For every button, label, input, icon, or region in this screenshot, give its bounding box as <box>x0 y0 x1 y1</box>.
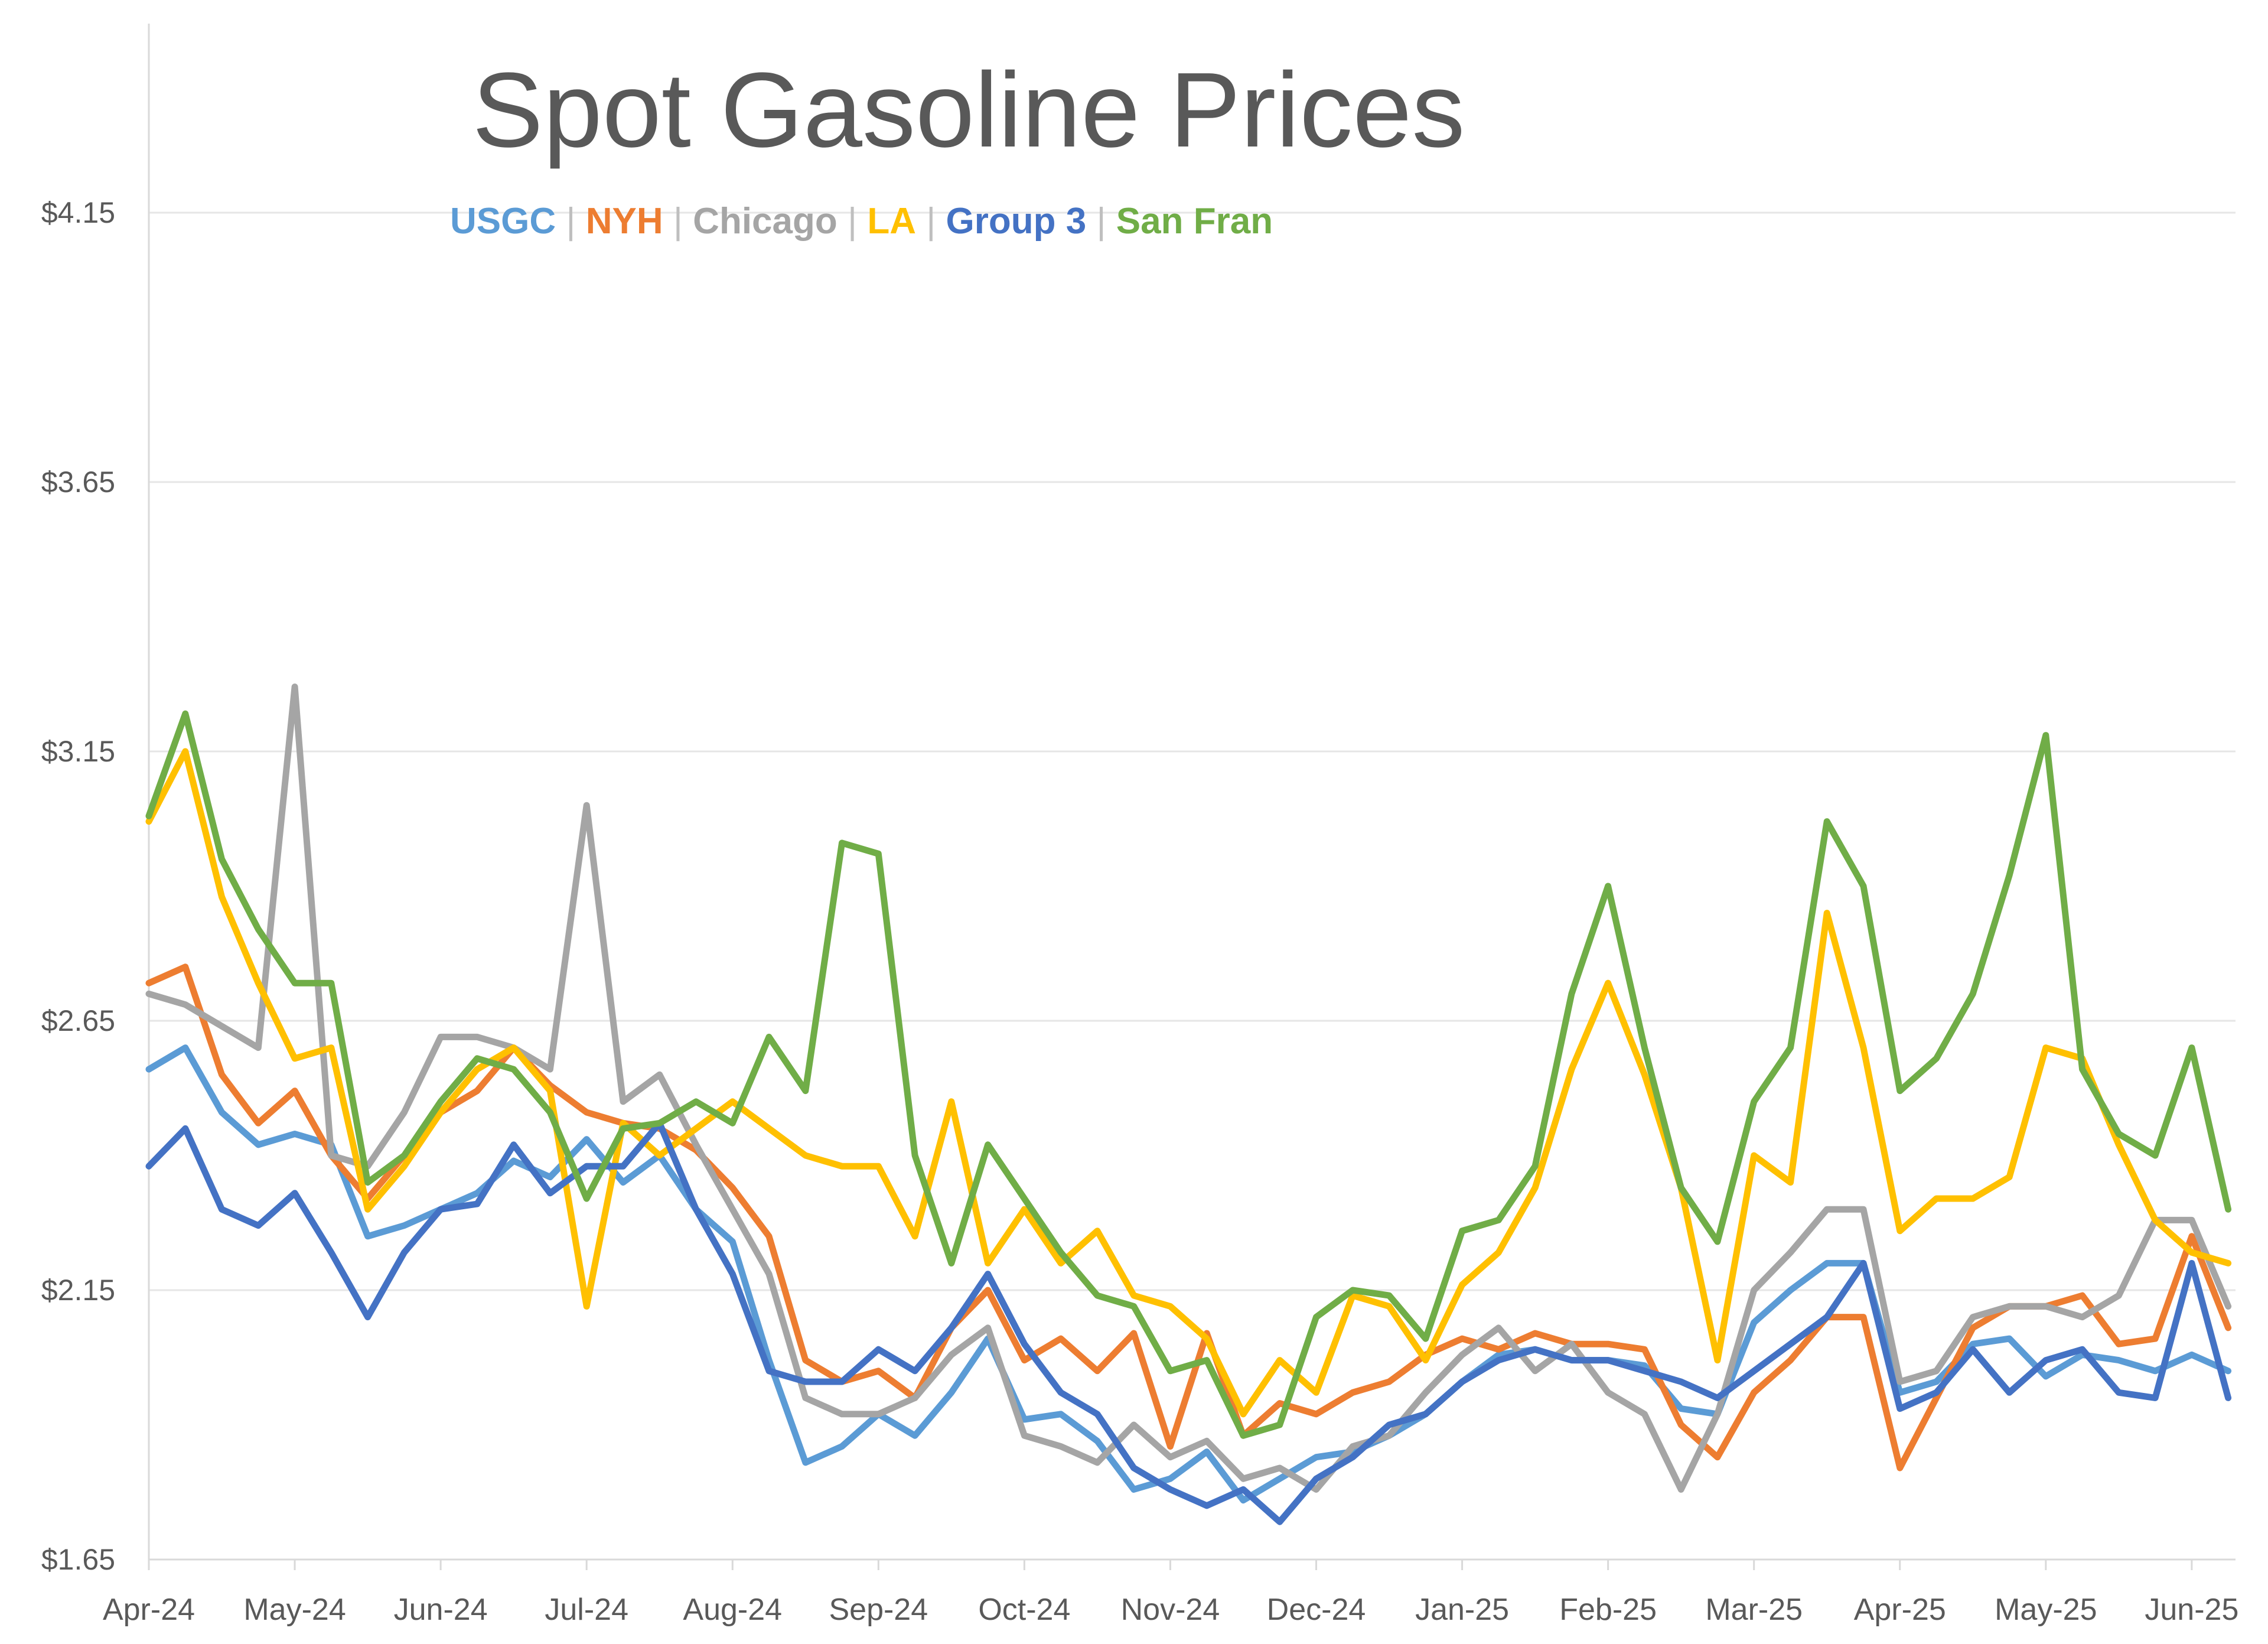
legend-separator: | <box>556 201 586 242</box>
legend-separator: | <box>916 201 946 242</box>
series-line-san-fran <box>145 710 2232 1439</box>
legend: USGC | NYH | Chicago | LA | Group 3 | Sa… <box>450 201 1273 242</box>
x-tick-label: Sep-24 <box>829 1593 928 1627</box>
legend-separator: | <box>663 201 693 242</box>
y-axis: $1.65 $2.15 $2.65 $3.15 $3.65 $4.15 <box>41 24 150 1576</box>
y-tick-label: $3.65 <box>41 465 115 499</box>
x-axis: Apr-24 May-24 Jun-24 Jul-24 Aug-24 Sep-24 Oct-… <box>103 1558 2238 1627</box>
legend-separator: | <box>838 201 868 242</box>
chart-title: Spot Gasoline Prices <box>472 51 1465 170</box>
legend-item-nyh: NYH <box>586 201 663 242</box>
y-tick-label: $1.65 <box>41 1543 115 1576</box>
x-tick-label: Mar-25 <box>1705 1593 1803 1627</box>
y-tick-label: $3.15 <box>41 735 115 768</box>
series-line-nyh <box>145 963 2232 1472</box>
legend-item-chicago: Chicago <box>693 201 838 242</box>
x-tick-label: Apr-25 <box>1854 1593 1946 1627</box>
x-tick-label: Feb-25 <box>1559 1593 1657 1627</box>
y-tick-label: $2.15 <box>41 1274 115 1307</box>
legend-item-usgc: USGC <box>450 201 556 242</box>
x-tick-label: Jun-24 <box>394 1593 488 1627</box>
series-line-chicago <box>145 683 2232 1493</box>
x-tick-label: Jul-24 <box>545 1593 628 1627</box>
y-tick-label: $2.65 <box>41 1004 115 1037</box>
legend-item-la: LA <box>867 201 916 242</box>
gridlines <box>149 211 2236 1561</box>
series-line-group-3 <box>145 1119 2232 1525</box>
series-lines <box>145 683 2232 1525</box>
x-tick-label: Aug-24 <box>683 1593 782 1627</box>
y-tick-label: $4.15 <box>41 196 115 229</box>
legend-item-san-fran: San Fran <box>1116 201 1273 242</box>
x-tick-label: Dec-24 <box>1267 1593 1366 1627</box>
x-tick-label: Jun-25 <box>2145 1593 2238 1627</box>
x-tick-label: Oct-24 <box>978 1593 1070 1627</box>
legend-item-group-3: Group 3 <box>946 201 1087 242</box>
x-tick-label: Nov-24 <box>1121 1593 1220 1627</box>
legend-separator: | <box>1086 201 1116 242</box>
x-tick-label: Jan-25 <box>1415 1593 1509 1627</box>
series-line-la <box>145 748 2232 1418</box>
x-tick-label: Apr-24 <box>103 1593 195 1627</box>
legend-text: USGC | NYH | Chicago | LA | Group 3 | Sa… <box>450 201 1273 242</box>
x-tick-label: May-25 <box>1995 1593 2097 1627</box>
x-tick-label: May-24 <box>243 1593 346 1627</box>
